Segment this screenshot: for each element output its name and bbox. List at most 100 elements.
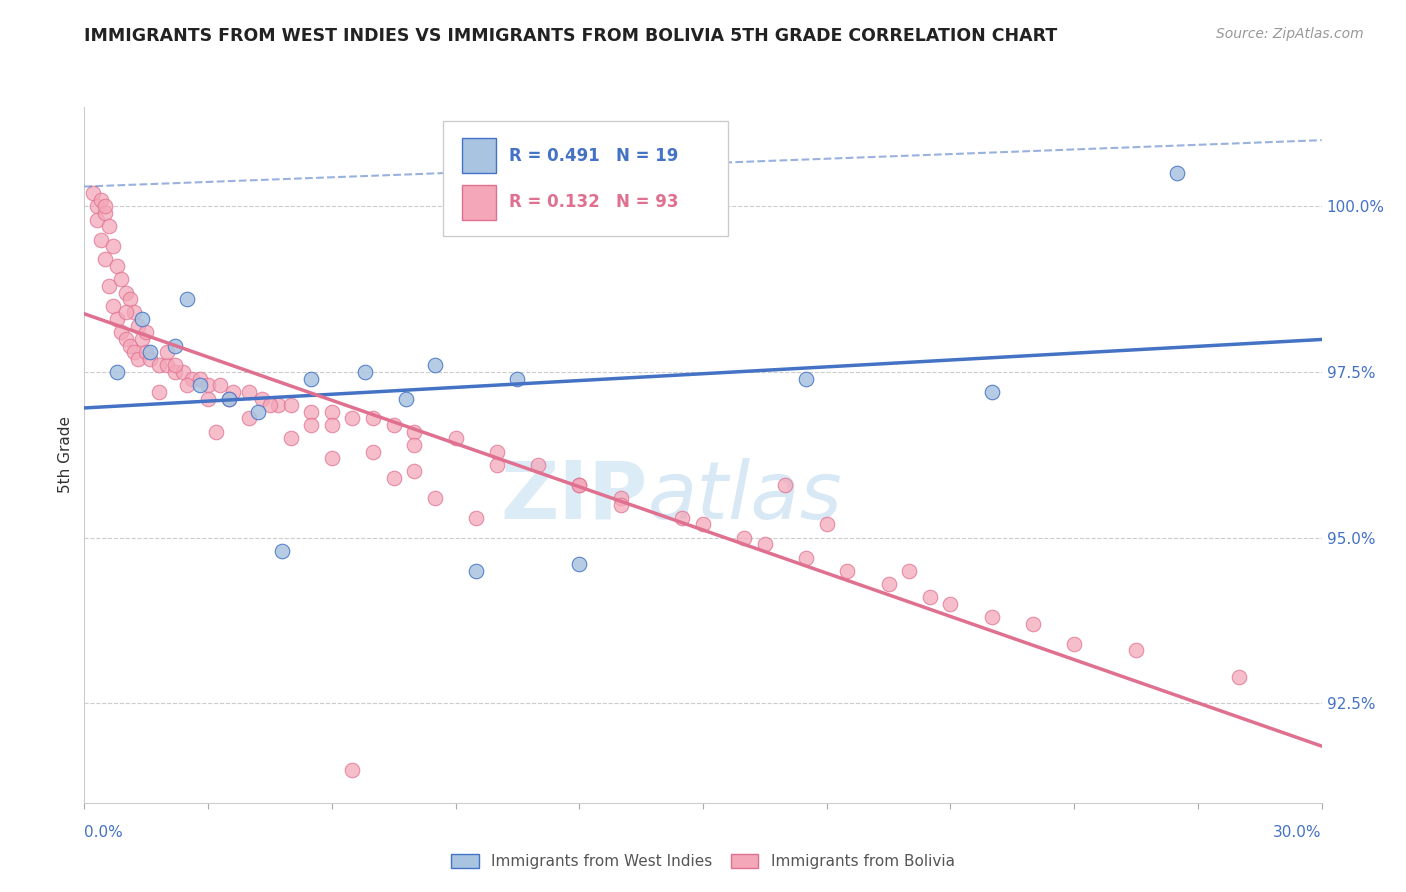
Point — [94, 199, 117, 213]
Text: IMMIGRANTS FROM WEST INDIES VS IMMIGRANTS FROM BOLIVIA 5TH GRADE CORRELATION CHA: IMMIGRANTS FROM WEST INDIES VS IMMIGRANT… — [84, 27, 1057, 45]
Point — [98, 279, 121, 293]
Bar — [461, 185, 496, 219]
Point — [131, 312, 153, 326]
Point — [98, 219, 121, 234]
Point — [222, 384, 245, 399]
Point — [353, 365, 375, 379]
Point — [110, 326, 132, 340]
Point — [671, 511, 693, 525]
Point — [131, 332, 153, 346]
Point — [395, 392, 418, 406]
Text: ZIP: ZIP — [501, 458, 647, 536]
Point — [837, 564, 859, 578]
Point — [342, 411, 364, 425]
Text: R = 0.491: R = 0.491 — [509, 147, 599, 165]
Point — [1063, 637, 1085, 651]
Point — [1166, 166, 1188, 180]
Point — [148, 384, 170, 399]
Point — [197, 378, 219, 392]
Point — [485, 444, 508, 458]
Point — [118, 338, 141, 352]
Point — [118, 292, 141, 306]
Point — [238, 411, 260, 425]
Point — [299, 418, 322, 433]
Point — [122, 345, 145, 359]
Point — [156, 359, 179, 373]
Point — [794, 372, 817, 386]
Point — [209, 378, 232, 392]
Point — [90, 233, 112, 247]
Point — [980, 384, 1002, 399]
Point — [86, 199, 108, 213]
Point — [280, 431, 302, 445]
Point — [568, 558, 591, 572]
Point — [267, 398, 290, 412]
Point — [939, 597, 962, 611]
Point — [299, 405, 322, 419]
Point — [423, 491, 446, 505]
Point — [218, 392, 240, 406]
Point — [82, 186, 104, 201]
Point — [246, 405, 269, 419]
Point — [180, 372, 202, 386]
Text: R = 0.132: R = 0.132 — [509, 194, 599, 211]
Point — [94, 252, 117, 267]
Point — [188, 372, 211, 386]
Point — [110, 272, 132, 286]
Point — [114, 305, 136, 319]
Point — [103, 299, 125, 313]
Point — [382, 418, 405, 433]
FancyBboxPatch shape — [443, 121, 728, 235]
Point — [165, 365, 187, 379]
Point — [1125, 643, 1147, 657]
Point — [444, 431, 467, 445]
Bar — [461, 138, 496, 173]
Point — [165, 338, 187, 352]
Point — [1022, 616, 1045, 631]
Point — [172, 365, 194, 379]
Point — [980, 610, 1002, 624]
Text: 0.0%: 0.0% — [84, 825, 124, 840]
Point — [321, 405, 343, 419]
Point — [918, 591, 941, 605]
Point — [122, 305, 145, 319]
Point — [609, 498, 631, 512]
Point — [114, 285, 136, 300]
Point — [188, 378, 211, 392]
Point — [609, 491, 631, 505]
Point — [404, 465, 426, 479]
Point — [568, 477, 591, 491]
Y-axis label: 5th Grade: 5th Grade — [58, 417, 73, 493]
Point — [114, 332, 136, 346]
Point — [135, 345, 157, 359]
Point — [361, 444, 384, 458]
Point — [321, 418, 343, 433]
Point — [321, 451, 343, 466]
Point — [404, 438, 426, 452]
Text: 30.0%: 30.0% — [1274, 825, 1322, 840]
Point — [259, 398, 281, 412]
Point — [794, 550, 817, 565]
Point — [815, 517, 838, 532]
Point — [527, 458, 550, 472]
Point — [271, 544, 294, 558]
Point — [754, 537, 776, 551]
Point — [382, 471, 405, 485]
Point — [135, 326, 157, 340]
Point — [197, 392, 219, 406]
Point — [139, 351, 162, 366]
Point — [105, 365, 128, 379]
Point — [103, 239, 125, 253]
Point — [775, 477, 797, 491]
Text: N = 93: N = 93 — [616, 194, 679, 211]
Point — [250, 392, 273, 406]
Point — [218, 392, 240, 406]
Point — [156, 345, 179, 359]
Point — [877, 577, 900, 591]
Point — [733, 531, 755, 545]
Point — [506, 372, 529, 386]
Point — [127, 351, 149, 366]
Point — [165, 359, 187, 373]
Point — [90, 193, 112, 207]
Text: atlas: atlas — [647, 458, 842, 536]
